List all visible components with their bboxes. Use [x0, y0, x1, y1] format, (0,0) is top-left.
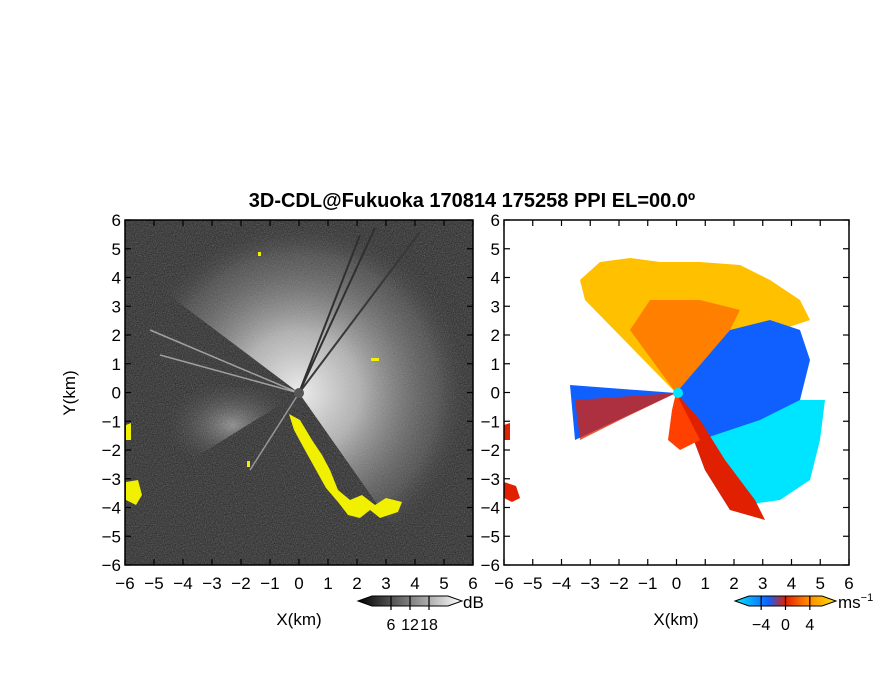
x-tick-label: 6 [468, 574, 477, 593]
beam-streak [298, 227, 376, 394]
x-tick-label: −6 [115, 574, 134, 593]
x-tick-label: 5 [439, 574, 448, 593]
y-tick-label: 5 [112, 240, 121, 259]
x-tick-label: −2 [231, 574, 250, 593]
y-tick-label: 5 [491, 240, 500, 259]
y-tick-label: −4 [102, 499, 121, 518]
y-tick-label: 4 [491, 269, 500, 288]
velocity-edge-target [504, 423, 510, 440]
y-tick-label: −5 [102, 527, 121, 546]
x-tick-label: −4 [552, 574, 571, 593]
y-tick-label: −6 [481, 556, 500, 575]
x-tick-label: −1 [638, 574, 657, 593]
reflectivity-x-label: X(km) [276, 610, 321, 629]
y-tick-label: −3 [481, 470, 500, 489]
velocity-edge-target [504, 482, 520, 502]
x-tick-label: 2 [352, 574, 361, 593]
y-tick-label: 0 [112, 384, 121, 403]
beam-streak [149, 329, 300, 394]
velocity-positive-region [630, 300, 740, 393]
x-tick-label: 2 [729, 574, 738, 593]
y-tick-label: 3 [491, 297, 500, 316]
reflectivity-hard-target [247, 461, 250, 467]
x-tick-label: 3 [381, 574, 390, 593]
colorbar-tick-label: 12 [401, 617, 419, 634]
reflectivity-axes: −6 −5 −4 −3 −2 −1 0 1 2 3 4 5 6 −6 −5 −4 −3 −2 −1 0 1 2 3 4 5 6 [102, 211, 478, 593]
y-tick-label: −5 [481, 527, 500, 546]
y-tick-label: 2 [491, 326, 500, 345]
radar-site-marker [673, 388, 683, 398]
velocity-zero-region [676, 393, 765, 520]
colorbar-tick-label: 4 [805, 617, 814, 634]
y-tick-label: 1 [112, 355, 121, 374]
beam-streak [298, 234, 361, 394]
y-tick-label: −6 [102, 556, 121, 575]
x-tick-label: −1 [260, 574, 279, 593]
y-tick-label: 3 [112, 297, 121, 316]
reflectivity-hard-target [258, 252, 261, 256]
x-tick-label: −5 [523, 574, 542, 593]
y-tick-label: −2 [481, 441, 500, 460]
y-tick-label: −1 [481, 412, 500, 431]
velocity-colorbar: ms−1 −4 0 4 [733, 592, 873, 634]
x-tick-label: 4 [787, 574, 796, 593]
y-tick-label: 4 [112, 269, 121, 288]
x-tick-label: 1 [701, 574, 710, 593]
x-tick-label: 0 [672, 574, 681, 593]
y-tick-label: −2 [102, 441, 121, 460]
reflectivity-hard-target [371, 358, 379, 361]
y-tick-label: 6 [491, 211, 500, 230]
x-tick-label: −3 [202, 574, 221, 593]
reflectivity-hard-target [126, 480, 142, 505]
x-tick-label: −5 [144, 574, 163, 593]
y-tick-label: −3 [102, 470, 121, 489]
colorbar-tick-label: −4 [752, 617, 770, 634]
x-tick-label: 6 [844, 574, 853, 593]
figure-title: 3D-CDL@Fukuoka 170814 175258 PPI EL=00.0… [249, 190, 695, 212]
reflectivity-colorbar: dB 6 12 18 [356, 593, 484, 634]
colorbar-tick-label: 0 [781, 617, 790, 634]
beam-streak [159, 354, 300, 394]
y-tick-label: 1 [491, 355, 500, 374]
velocity-x-label: X(km) [653, 610, 698, 629]
velocity-colorbar-unit: ms−1 [838, 592, 873, 612]
x-tick-label: −2 [609, 574, 628, 593]
x-tick-label: −4 [173, 574, 192, 593]
y-tick-label: 6 [112, 211, 121, 230]
reflectivity-hard-target [126, 423, 131, 440]
colorbar-tick-label: 6 [387, 617, 396, 634]
reflectivity-hard-target [289, 414, 402, 518]
x-tick-label: 4 [410, 574, 419, 593]
velocity-west-sector [575, 393, 676, 440]
x-tick-label: 1 [323, 574, 332, 593]
x-tick-label: 5 [816, 574, 825, 593]
y-tick-label: 0 [491, 384, 500, 403]
x-tick-label: −6 [494, 574, 513, 593]
y-tick-label: 2 [112, 326, 121, 345]
radar-site-marker [294, 388, 304, 398]
reflectivity-colorbar-unit: dB [463, 593, 484, 612]
x-tick-label: −3 [581, 574, 600, 593]
y-tick-label: −1 [102, 412, 121, 431]
y-tick-label: −4 [481, 499, 500, 518]
velocity-zero-region [668, 393, 700, 450]
x-tick-label: 0 [294, 574, 303, 593]
beam-streak [249, 392, 300, 471]
reflectivity-y-label: Y(km) [60, 370, 79, 415]
colorbar-tick-label: 18 [420, 617, 438, 634]
x-tick-label: 3 [758, 574, 767, 593]
beam-streak [298, 231, 421, 394]
reflectivity-west-sector [165, 380, 299, 470]
